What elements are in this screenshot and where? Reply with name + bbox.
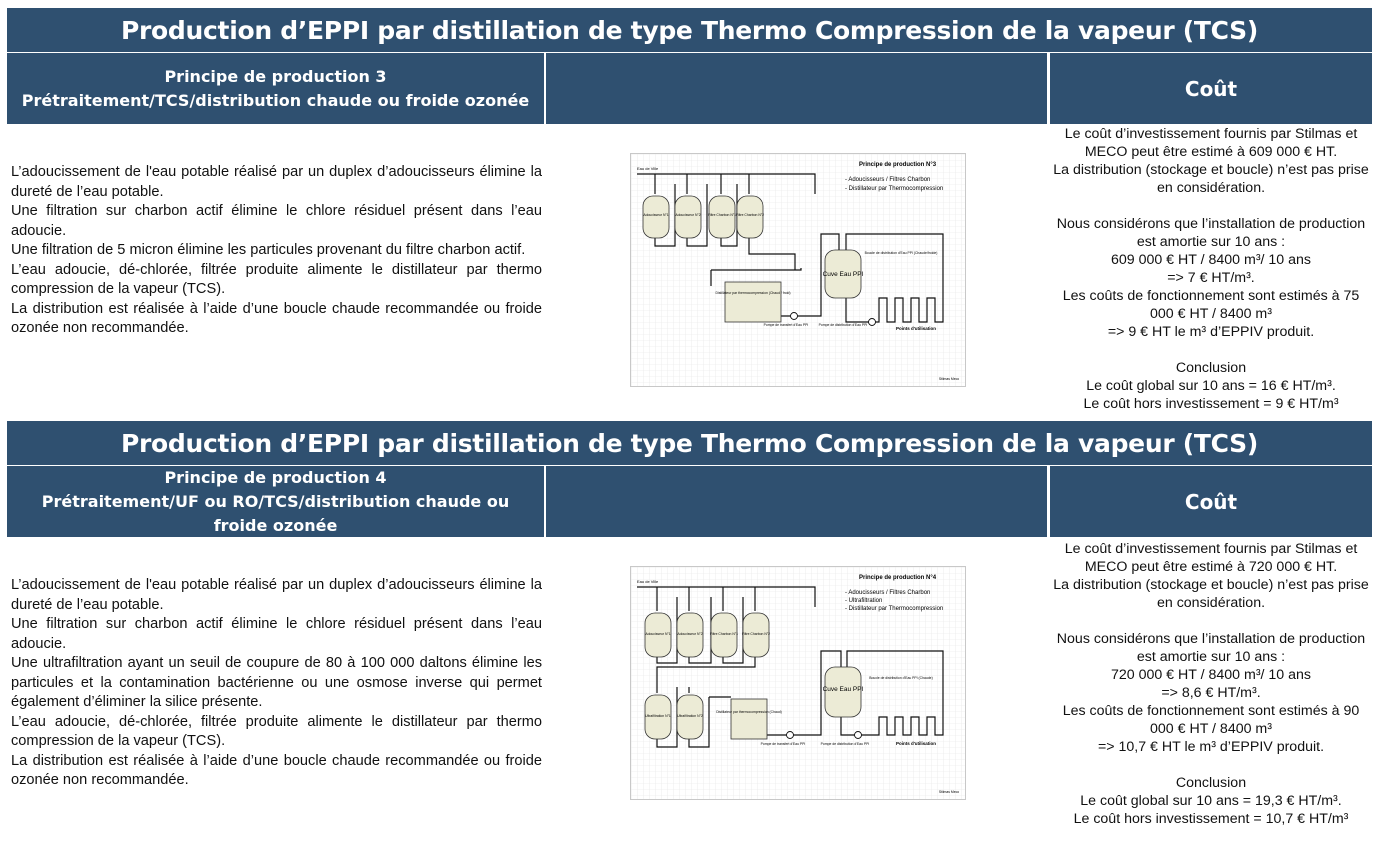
diagram-header <box>546 53 1047 124</box>
loop-label: Boucle de distribution d'Eau PPI (Chaude… <box>869 676 932 680</box>
diagram-svg: Principe de production N°3 - Adoucisseur… <box>631 154 965 386</box>
cost-line: => 9 € HT le m³ d’EPPIV produit. <box>1107 324 1315 340</box>
diagram-footer: Stilmas Meco <box>939 790 959 794</box>
cost-line: => 8,6 € HT/m³. <box>1161 685 1261 701</box>
cost-line: => 10,7 € HT le m³ d’EPPIV produit. <box>1097 739 1325 755</box>
cost-line: Le coût hors investissement = 10,7 € HT/… <box>1073 811 1349 827</box>
principle-title: Principe de production 4 <box>164 467 387 487</box>
vessel-label: Filtre Charbon N°2 <box>742 632 770 636</box>
cost-text: Le coût d’investissement fournis par Sti… <box>1050 125 1372 413</box>
cost-header: Coût <box>1050 53 1372 124</box>
diagram-footer: Stilmas Meco <box>939 377 959 381</box>
diagram-header <box>546 466 1047 537</box>
distiller-label: Distillateur par thermocompression (Chau… <box>716 291 791 295</box>
vessel-label: Filtre Charbon N°1 <box>710 632 738 636</box>
cost-line: Conclusion <box>1175 360 1247 376</box>
use-points-label: Points d'utilisation <box>896 326 936 331</box>
tank-label: Cuve Eau PPI <box>823 271 864 278</box>
header-row: Principe de production 3 Prétraitement/T… <box>7 53 1372 124</box>
use-points-label: Points d'utilisation <box>896 741 936 746</box>
vessel-label: Filtre Charbon N°1 <box>708 213 736 217</box>
cost-line: 720 000 € HT / 8400 m³/ 10 ans <box>1110 667 1312 683</box>
vessels <box>644 612 862 740</box>
section-title: Production d’EPPI par distillation de ty… <box>7 421 1372 465</box>
cost-line: Le coût hors investissement = 9 € HT/m³ <box>1083 396 1339 412</box>
diagram-title: Principe de production N°3 <box>859 162 937 168</box>
section-title: Production d’EPPI par distillation de ty… <box>7 8 1372 52</box>
principle-header: Principe de production 3 Prétraitement/T… <box>7 53 544 124</box>
description-paragraph: L’eau adoucie, dé-chlorée, filtrée produ… <box>11 261 542 298</box>
pump-icon <box>790 312 798 320</box>
principle-subtitle: Prétraitement/TCS/distribution chaude ou… <box>21 90 530 110</box>
cost-line: Le coût global sur 10 ans = 16 € HT/m³. <box>1086 378 1336 394</box>
distiller-label: Distillateur par thermocompression (Chau… <box>716 710 782 714</box>
pump-label: Pompe de distribution d'Eau PPI <box>821 742 870 746</box>
piping <box>637 173 944 323</box>
pump-label: Pompe de transfert d'Eau PPI <box>761 742 806 746</box>
tank-label: Cuve Eau PPI <box>823 686 864 693</box>
diagram-bullet: - Distillateur par Thermocompression <box>845 186 943 192</box>
description-paragraph: Une filtration sur charbon actif élimine… <box>11 616 542 652</box>
pump-icon <box>868 318 876 326</box>
pump-icon <box>786 731 794 739</box>
principle-subtitle: Prétraitement/UF ou RO/TCS/distribution … <box>41 491 510 535</box>
diagram-title: Principe de production N°4 <box>859 575 937 581</box>
principle-header: Principe de production 4 Prétraitement/U… <box>7 466 544 537</box>
diagram-svg: Principe de production N°4 - Adoucisseur… <box>631 567 965 799</box>
loop-label: Boucle de distribution d'Eau PPI (Chaude… <box>865 251 938 255</box>
description-paragraph: L’adoucissement de l'eau potable réalisé… <box>11 164 542 200</box>
section-principle-4: Production d’EPPI par distillation de ty… <box>7 421 1372 841</box>
inlet-label: Eau de Ville <box>637 166 659 171</box>
pump-label: Pompe de distribution d'Eau PPI <box>819 323 868 327</box>
pump-icon <box>854 731 862 739</box>
description-paragraph: L’eau adoucie, dé-chlorée, filtrée produ… <box>11 713 542 750</box>
cost-line: Les coûts de fonctionnement sont estimés… <box>1062 288 1360 322</box>
description-paragraph: La distribution est réalisée à l’aide d’… <box>11 752 542 789</box>
description-paragraph: L’adoucissement de l'eau potable réalisé… <box>11 577 542 613</box>
header-row: Principe de production 4 Prétraitement/U… <box>7 466 1372 537</box>
vessel-label: Ultrafiltration N°1 <box>645 714 671 718</box>
diagram-bullet: - Distillateur par Thermocompression <box>845 606 943 612</box>
vessel-label: Filtre Charbon N°2 <box>736 213 764 217</box>
description-paragraph: Une ultrafiltration ayant un seuil de co… <box>11 655 542 710</box>
vessels <box>642 195 862 323</box>
cost-line: 609 000 € HT / 8400 m³/ 10 ans <box>1110 252 1312 268</box>
cost-spacer <box>1050 612 1372 630</box>
principle-title: Principe de production 3 <box>164 66 387 86</box>
diagram-bullet: - Adoucisseurs / Filtres Charbon <box>845 177 930 183</box>
description-paragraph: Une filtration sur charbon actif élimine… <box>11 203 542 239</box>
vessel-label: Adoucisseur N°2 <box>675 213 700 217</box>
inlet-label: Eau de Ville <box>637 579 659 584</box>
description: L’adoucissement de l'eau potable réalisé… <box>11 163 542 339</box>
cost-line: Nous considérons que l’installation de p… <box>1056 631 1366 665</box>
description: L’adoucissement de l'eau potable réalisé… <box>11 576 542 791</box>
vessel-label: Adoucisseur N°2 <box>677 632 702 636</box>
cost-spacer <box>1050 197 1372 215</box>
cost-line: Les coûts de fonctionnement sont estimés… <box>1062 703 1360 737</box>
cost-spacer <box>1050 756 1372 774</box>
cost-line: => 7 € HT/m³. <box>1167 270 1255 286</box>
vessel-label: Ultrafiltration N°2 <box>677 714 703 718</box>
description-paragraph: Une filtration de 5 micron élimine les p… <box>11 242 526 258</box>
cost-spacer <box>1050 341 1372 359</box>
cost-line: Le coût global sur 10 ans = 19,3 € HT/m³… <box>1080 793 1342 809</box>
process-diagram: Principe de production N°3 - Adoucisseur… <box>630 153 966 387</box>
cost-line: Conclusion <box>1175 775 1247 791</box>
cost-line: Le coût d’investissement fournis par Sti… <box>1064 541 1358 575</box>
section-principle-3: Production d’EPPI par distillation de ty… <box>7 8 1372 418</box>
vessel-label: Adoucisseur N°1 <box>643 213 668 217</box>
cost-line: Nous considérons que l’installation de p… <box>1056 216 1366 250</box>
process-diagram: Principe de production N°4 - Adoucisseur… <box>630 566 966 800</box>
cost-text: Le coût d’investissement fournis par Sti… <box>1050 540 1372 828</box>
cost-line: La distribution (stockage et boucle) n’e… <box>1053 577 1369 611</box>
diagram-bullet: - Adoucisseurs / Filtres Charbon <box>845 590 930 596</box>
pump-label: Pompe de transfert d'Eau PPI <box>764 323 809 327</box>
cost-line: Le coût d’investissement fournis par Sti… <box>1064 126 1358 160</box>
cost-header: Coût <box>1050 466 1372 537</box>
vessel-label: Adoucisseur N°1 <box>645 632 670 636</box>
cost-line: La distribution (stockage et boucle) n’e… <box>1053 162 1369 196</box>
description-paragraph: La distribution est réalisée à l’aide d’… <box>11 300 542 337</box>
diagram-bullet: - Ultrafiltration <box>845 598 882 604</box>
